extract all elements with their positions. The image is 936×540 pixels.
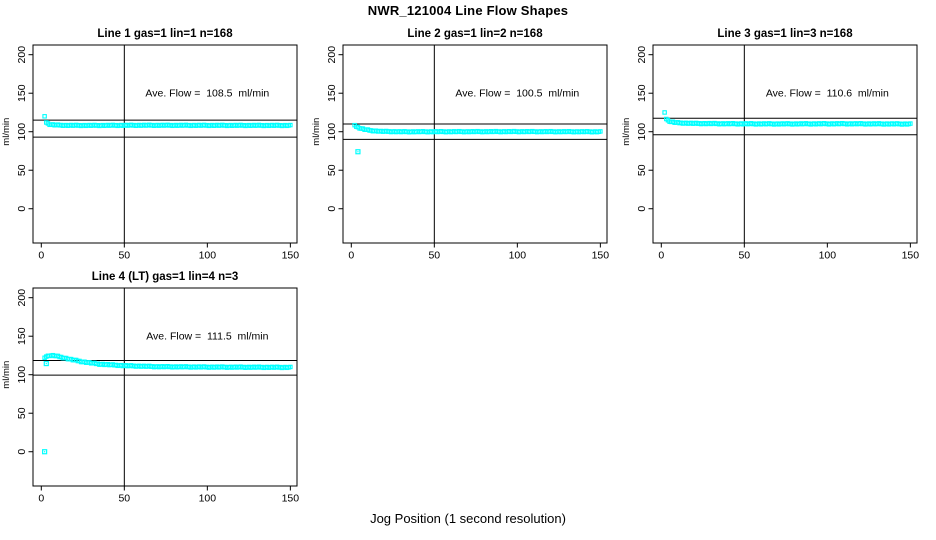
- x-tick-label: 50: [428, 250, 440, 262]
- plot-border: [342, 44, 608, 244]
- y-tick-label: 50: [16, 407, 28, 419]
- y-tick-label: 0: [326, 206, 338, 212]
- y-tick-label: 200: [16, 46, 28, 64]
- x-tick-label: 50: [738, 250, 750, 262]
- figure-title: NWR_121004 Line Flow Shapes: [367, 3, 569, 18]
- data-point-outlier-center: [45, 362, 47, 365]
- avg-flow-annotation: Ave. Flow = 110.6 ml/min: [766, 88, 889, 100]
- y-tick-label: 0: [16, 206, 28, 212]
- x-tick-label: 150: [902, 250, 920, 262]
- y-tick-label: 0: [16, 449, 28, 455]
- y-tick-label: 150: [326, 84, 338, 102]
- x-tick-label: 0: [38, 493, 44, 505]
- x-tick-label: 0: [38, 250, 44, 262]
- y-tick-label: 50: [636, 164, 648, 176]
- x-tick-label: 0: [658, 250, 664, 262]
- x-tick-label: 150: [592, 250, 610, 262]
- y-axis-unit-label: ml/min: [621, 118, 632, 146]
- data-point: [662, 110, 667, 115]
- panel-4: 0 50 100 150 0 50 100 150 200 ml/min Line 4 (LT) g…: [1, 271, 299, 505]
- plot-border: [652, 44, 918, 244]
- y-axis-unit-label: ml/min: [1, 118, 12, 146]
- y-tick-label: 200: [636, 46, 648, 64]
- y-axis-unit-label: ml/min: [311, 118, 322, 146]
- plot-border: [32, 44, 298, 244]
- x-tick-label: 150: [282, 493, 300, 505]
- panel-1: 0 50 100 150 0 50 100 150 200 ml/min Line 1 gas=1 …: [1, 28, 299, 262]
- data-point: [288, 122, 293, 128]
- data-point: [598, 129, 603, 134]
- x-tick-label: 100: [819, 250, 837, 262]
- data-point-outlier-center: [44, 451, 46, 453]
- data-point-outlier: [355, 149, 361, 155]
- avg-flow-annotation: Ave. Flow = 108.5 ml/min: [145, 88, 269, 100]
- y-tick-label: 0: [636, 206, 648, 212]
- y-tick-label: 100: [326, 123, 338, 141]
- panel-2: 0 50 100 150 0 50 100 150 200 ml/min Line 2 gas=1 …: [311, 28, 609, 262]
- y-tick-label: 200: [16, 289, 28, 307]
- x-tick-label: 100: [509, 250, 527, 262]
- avg-flow-annotation: Ave. Flow = 100.5 ml/min: [455, 88, 579, 100]
- panel-title: Line 3 gas=1 lin=3 n=168: [717, 28, 853, 40]
- y-tick-label: 200: [326, 46, 338, 64]
- data-point-outlier: [42, 449, 48, 455]
- data-point-outlier-center: [357, 151, 359, 153]
- x-tick-label: 100: [199, 493, 217, 505]
- x-tick-label: 50: [118, 493, 130, 505]
- y-tick-label: 100: [16, 366, 28, 384]
- panel-3: 0 50 100 150 0 50 100 150 200 ml/min Line 3 gas=1 …: [621, 28, 919, 262]
- y-axis-unit-label: ml/min: [1, 361, 12, 389]
- y-tick-label: 50: [326, 164, 338, 176]
- y-tick-label: 150: [16, 327, 28, 345]
- panel-title: Line 1 gas=1 lin=1 n=168: [97, 28, 233, 40]
- data-point: [908, 121, 913, 126]
- avg-flow-annotation: Ave. Flow = 111.5 ml/min: [146, 331, 268, 343]
- data-point-outlier: [43, 360, 49, 367]
- x-tick-label: 0: [348, 250, 354, 262]
- y-tick-label: 100: [636, 123, 648, 141]
- x-tick-label: 100: [199, 250, 217, 262]
- y-tick-label: 150: [16, 84, 28, 102]
- panel-title: Line 4 (LT) gas=1 lin=4 n=3: [92, 271, 238, 283]
- data-point: [288, 364, 293, 370]
- plot-border: [32, 287, 298, 487]
- x-tick-label: 150: [282, 250, 300, 262]
- x-axis-label: Jog Position (1 second resolution): [370, 511, 566, 526]
- x-tick-label: 50: [118, 250, 130, 262]
- y-tick-label: 50: [16, 164, 28, 176]
- panel-title: Line 2 gas=1 lin=2 n=168: [407, 28, 543, 40]
- y-tick-label: 100: [16, 123, 28, 141]
- y-tick-label: 150: [636, 84, 648, 102]
- data-point: [42, 114, 47, 119]
